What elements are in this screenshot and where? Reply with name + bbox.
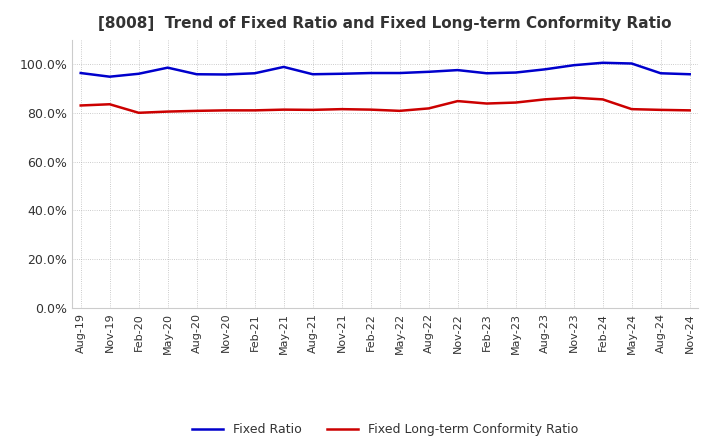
Fixed Long-term Conformity Ratio: [541, 97, 549, 102]
Fixed Ratio: [395, 70, 404, 76]
Fixed Ratio: [511, 70, 520, 75]
Line: Fixed Ratio: Fixed Ratio: [81, 63, 690, 77]
Fixed Ratio: [657, 71, 665, 76]
Fixed Long-term Conformity Ratio: [135, 110, 143, 115]
Fixed Ratio: [627, 61, 636, 66]
Fixed Ratio: [163, 65, 172, 70]
Fixed Long-term Conformity Ratio: [598, 97, 607, 102]
Fixed Ratio: [251, 71, 259, 76]
Fixed Ratio: [541, 67, 549, 72]
Fixed Long-term Conformity Ratio: [511, 100, 520, 105]
Fixed Long-term Conformity Ratio: [657, 107, 665, 113]
Fixed Long-term Conformity Ratio: [366, 107, 375, 112]
Legend: Fixed Ratio, Fixed Long-term Conformity Ratio: Fixed Ratio, Fixed Long-term Conformity …: [187, 418, 583, 440]
Title: [8008]  Trend of Fixed Ratio and Fixed Long-term Conformity Ratio: [8008] Trend of Fixed Ratio and Fixed Lo…: [99, 16, 672, 32]
Fixed Ratio: [338, 71, 346, 77]
Fixed Ratio: [570, 62, 578, 68]
Fixed Long-term Conformity Ratio: [627, 106, 636, 112]
Fixed Ratio: [105, 74, 114, 79]
Fixed Long-term Conformity Ratio: [395, 108, 404, 114]
Fixed Ratio: [192, 72, 201, 77]
Fixed Long-term Conformity Ratio: [251, 108, 259, 113]
Fixed Long-term Conformity Ratio: [279, 107, 288, 112]
Fixed Long-term Conformity Ratio: [685, 108, 694, 113]
Fixed Ratio: [135, 71, 143, 77]
Fixed Long-term Conformity Ratio: [570, 95, 578, 100]
Fixed Ratio: [76, 70, 85, 76]
Fixed Long-term Conformity Ratio: [105, 102, 114, 107]
Fixed Long-term Conformity Ratio: [76, 103, 85, 108]
Fixed Ratio: [221, 72, 230, 77]
Fixed Long-term Conformity Ratio: [163, 109, 172, 114]
Fixed Ratio: [454, 67, 462, 73]
Fixed Ratio: [685, 72, 694, 77]
Fixed Long-term Conformity Ratio: [454, 99, 462, 104]
Fixed Ratio: [279, 64, 288, 70]
Line: Fixed Long-term Conformity Ratio: Fixed Long-term Conformity Ratio: [81, 98, 690, 113]
Fixed Long-term Conformity Ratio: [424, 106, 433, 111]
Fixed Long-term Conformity Ratio: [192, 108, 201, 114]
Fixed Long-term Conformity Ratio: [482, 101, 491, 106]
Fixed Ratio: [598, 60, 607, 66]
Fixed Ratio: [366, 70, 375, 76]
Fixed Ratio: [308, 72, 317, 77]
Fixed Long-term Conformity Ratio: [338, 106, 346, 112]
Fixed Long-term Conformity Ratio: [308, 107, 317, 113]
Fixed Long-term Conformity Ratio: [221, 108, 230, 113]
Fixed Ratio: [424, 69, 433, 74]
Fixed Ratio: [482, 71, 491, 76]
